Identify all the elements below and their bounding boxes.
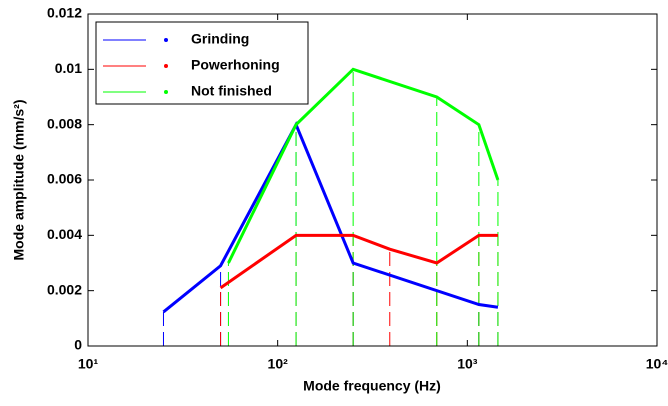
- y-tick-label: 0.008: [47, 115, 82, 131]
- x-tick-label: 10¹: [78, 356, 99, 372]
- series-line: [162, 121, 499, 314]
- legend-marker: [164, 38, 168, 42]
- x-axis-label: Mode frequency (Hz): [303, 378, 441, 394]
- y-tick-label: 0.002: [47, 281, 82, 297]
- legend-box: [95, 21, 309, 105]
- legend-label: Grinding: [191, 31, 249, 47]
- x-tick-label: 10⁴: [646, 356, 668, 372]
- x-tick-label: 10²: [268, 356, 289, 372]
- legend-marker: [164, 90, 168, 94]
- legend-marker: [164, 64, 168, 68]
- x-tick-label: 10³: [457, 356, 478, 372]
- series-line: [219, 233, 498, 290]
- legend-label: Powerhoning: [191, 57, 280, 73]
- series-line: [227, 67, 500, 264]
- y-tick-label: 0: [74, 337, 82, 353]
- legend-label: Not finished: [191, 83, 272, 99]
- y-tick-label: 0.004: [47, 226, 82, 242]
- y-tick-label: 0.01: [55, 60, 82, 76]
- y-tick-label: 0.012: [47, 5, 82, 21]
- y-axis-label: Mode amplitude (mm/s²): [11, 99, 27, 260]
- y-tick-label: 0.006: [47, 171, 82, 187]
